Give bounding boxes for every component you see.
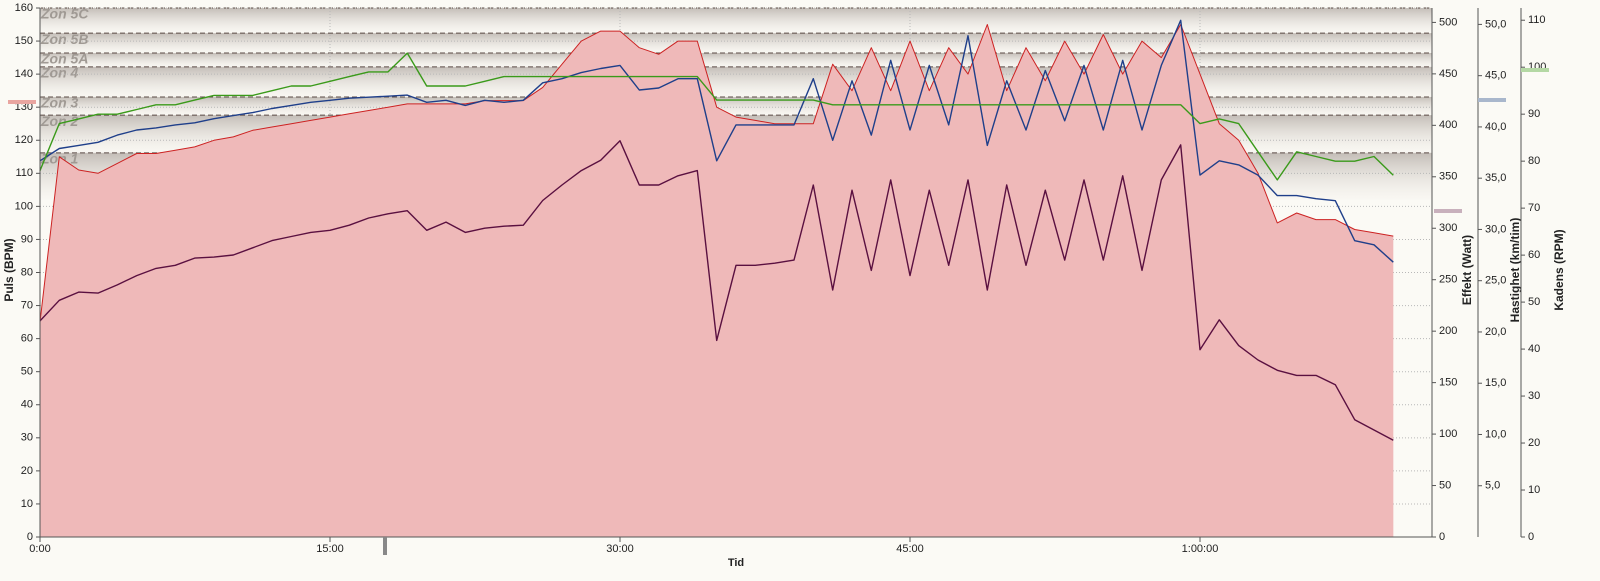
y-tick-label: 50 [1439,479,1451,491]
y-axis-label: Kadens (RPM) [1552,229,1566,310]
y-tick-label: 80 [21,266,33,278]
y-tick-label: 300 [1439,222,1457,234]
y-tick-label: 0 [27,531,33,543]
zone-band [40,66,1432,97]
x-tick-label: 45:00 [896,543,924,555]
y-tick-label: 50 [21,366,33,378]
zone-band [40,33,1432,53]
zone-band [40,8,1432,34]
y-tick-label: 30 [1528,390,1540,402]
y-tick-label: 10,0 [1485,428,1506,440]
zone-label: Zon 3 [40,95,79,111]
y-tick-label: 110 [1528,14,1546,26]
series [39,19,1394,537]
y-tick-label: 40 [1528,343,1540,355]
y-tick-label: 50 [1528,296,1540,308]
y-tick-label: 100 [15,200,33,212]
axes: 0:00 15:00 30:00 45:00 1:00:00 Tid 0 10 20 30 40 50… [2,2,1566,569]
y-tick-label: 500 [1439,16,1457,28]
zone-label: Zon 5A [40,51,88,67]
y-tick-label: 45,0 [1485,70,1506,82]
y-axis-label: Effekt (Watt) [1460,235,1474,305]
y-tick-label: 100 [1439,428,1457,440]
y-axis-label: Puls (BPM) [2,238,16,301]
y-tick-label: 70 [1528,202,1540,214]
zone-label: Zon 4 [40,65,79,81]
x-tick-label: 1:00:00 [1182,543,1219,555]
y-tick-label: 130 [15,101,33,113]
y-tick-label: 0 [1439,531,1445,543]
y-axis-label: Hastighet (km/tim) [1508,218,1522,323]
y-tick-label: 70 [21,299,33,311]
zone-label: Zon 2 [40,113,79,129]
time-cursor [383,537,387,555]
line [39,140,1394,441]
line [39,24,1394,323]
y-tick-label: 40 [21,399,33,411]
x-tick-label: 30:00 [606,543,634,555]
y-tick-label: 150 [1439,377,1457,389]
x-tick-label: 0:00 [29,543,50,555]
cursor-marker [1478,98,1506,102]
y-tick-label: 60 [21,333,33,345]
y-tick-label: 110 [15,167,33,179]
cursor-marker [1521,68,1549,72]
y-tick-label: 25,0 [1485,275,1506,287]
y-tick-label: 450 [1439,68,1457,80]
y-tick-label: 10 [21,498,33,510]
cursor-marker [1434,209,1462,213]
y-tick-label: 140 [15,68,33,80]
area [40,24,1394,537]
y-tick-label: 90 [1528,108,1540,120]
zone-band [40,52,1432,67]
y-tick-label: 20 [21,465,33,477]
y-tick-label: 50,0 [1485,18,1506,30]
x-tick-label: 15:00 [316,543,344,555]
y-tick-label: 90 [21,233,33,245]
y-tick-label: 10 [1528,484,1540,496]
y-tick-label: 35,0 [1485,172,1506,184]
y-tick-label: 250 [1439,274,1457,286]
y-tick-label: 150 [15,35,33,47]
y-tick-label: 5,0 [1485,480,1500,492]
y-tick-label: 30,0 [1485,223,1506,235]
y-tick-label: 60 [1528,249,1540,261]
y-tick-label: 0 [1528,531,1534,543]
y-tick-label: 400 [1439,119,1457,131]
y-tick-label: 30 [21,432,33,444]
zone-label: Zon 5C [40,6,89,22]
y-tick-label: 350 [1439,171,1457,183]
y-tick-label: 120 [15,134,33,146]
y-tick-label: 160 [15,2,33,14]
zone-label: Zon 5B [40,31,88,47]
y-tick-label: 200 [1439,325,1457,337]
y-tick-label: 80 [1528,155,1540,167]
x-axis-label: Tid [728,557,744,569]
y-tick-label: 15,0 [1485,377,1506,389]
cursor-marker [8,100,36,104]
y-tick-label: 20 [1528,437,1540,449]
y-tick-label: 40,0 [1485,121,1506,133]
y-tick-label: 20,0 [1485,326,1506,338]
line [39,52,1394,181]
line [39,19,1394,263]
